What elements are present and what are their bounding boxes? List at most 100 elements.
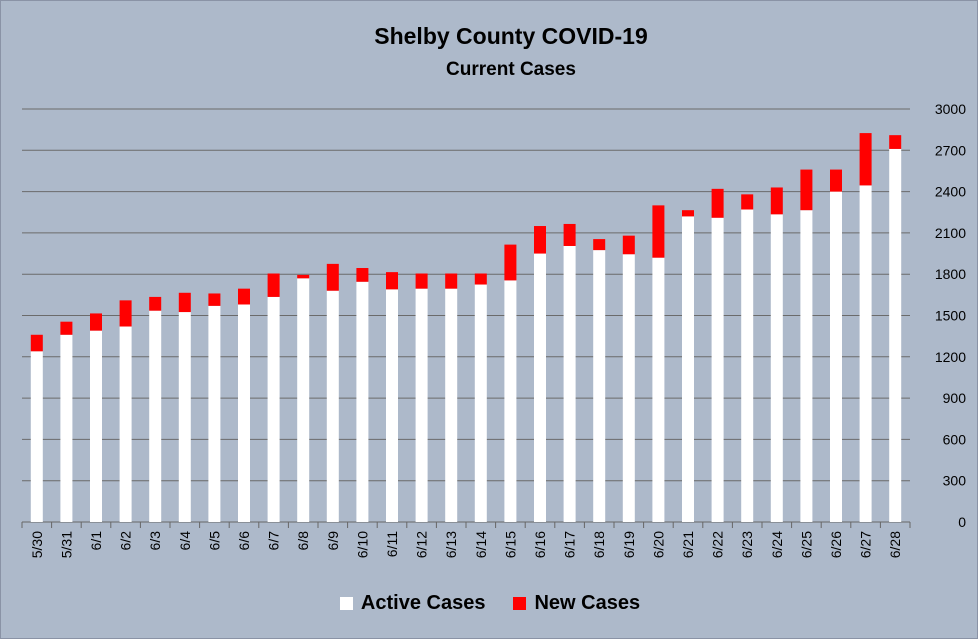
y-tick-label: 2100 bbox=[935, 225, 966, 241]
y-tick-label: 2700 bbox=[935, 142, 966, 158]
x-tick-label: 6/11 bbox=[384, 531, 400, 557]
bar-new bbox=[682, 210, 694, 217]
y-tick-label: 600 bbox=[943, 431, 967, 447]
bar-active bbox=[30, 351, 43, 522]
legend-swatch-active bbox=[339, 597, 353, 610]
bar-active bbox=[889, 148, 902, 522]
x-tick-label: 6/6 bbox=[236, 531, 252, 551]
x-tick-label: 6/8 bbox=[295, 531, 311, 551]
bar-active bbox=[534, 253, 546, 523]
x-tick-label: 6/21 bbox=[680, 531, 696, 558]
x-tick-label: 6/14 bbox=[473, 531, 489, 558]
bar-active bbox=[178, 312, 191, 522]
legend: Active Cases New Cases bbox=[1, 592, 978, 615]
bar-new bbox=[534, 226, 546, 254]
legend-label-active: Active Cases bbox=[360, 592, 486, 614]
bar-new bbox=[889, 135, 902, 149]
x-tick-label: 6/19 bbox=[621, 531, 637, 558]
bar-active bbox=[149, 310, 162, 522]
x-tick-label: 6/22 bbox=[710, 531, 726, 558]
bar-new bbox=[30, 334, 43, 352]
bar-active bbox=[563, 245, 576, 522]
bar-active bbox=[297, 278, 310, 522]
x-tick-label: 6/25 bbox=[798, 531, 814, 558]
bar-new bbox=[267, 273, 280, 297]
bar-active bbox=[474, 284, 487, 522]
bar-new bbox=[178, 292, 191, 313]
bar-active bbox=[770, 214, 783, 522]
bar-new bbox=[859, 133, 872, 186]
bar-active bbox=[356, 281, 369, 522]
x-tick-label: 6/18 bbox=[591, 531, 607, 558]
y-tick-label: 900 bbox=[943, 390, 967, 406]
chart-subtitle: Current Cases bbox=[446, 59, 576, 80]
bar-active bbox=[830, 191, 842, 522]
bar-new bbox=[830, 169, 842, 192]
bar-active bbox=[652, 257, 665, 522]
bar-new bbox=[504, 244, 517, 281]
bar-new bbox=[238, 288, 250, 305]
y-tick-label: 0 bbox=[958, 514, 966, 530]
bar-new bbox=[297, 274, 310, 279]
bar-new bbox=[445, 273, 458, 289]
bar-active bbox=[504, 280, 517, 522]
x-tick-label: 6/26 bbox=[828, 531, 844, 558]
y-tick-label: 3000 bbox=[935, 101, 966, 117]
bar-new bbox=[563, 223, 576, 246]
bar-new bbox=[326, 263, 339, 291]
bar-new bbox=[386, 272, 398, 290]
bar-active bbox=[415, 288, 428, 522]
bar-active bbox=[593, 250, 606, 522]
bar-new bbox=[474, 273, 487, 285]
x-tick-label: 6/1 bbox=[88, 531, 104, 551]
bar-new bbox=[415, 273, 428, 289]
x-tick-label: 6/24 bbox=[769, 531, 785, 558]
x-tick-label: 6/7 bbox=[266, 531, 282, 551]
bar-new bbox=[60, 321, 73, 335]
x-tick-label: 6/15 bbox=[502, 531, 518, 558]
x-tick-label: 6/28 bbox=[887, 531, 903, 558]
bar-active bbox=[208, 305, 221, 522]
x-tick-label: 6/4 bbox=[177, 531, 193, 551]
bar-active bbox=[445, 288, 458, 522]
x-tick-label: 6/9 bbox=[325, 531, 341, 551]
bar-new bbox=[652, 205, 665, 258]
x-tick-label: 6/2 bbox=[118, 531, 134, 551]
x-tick-label: 6/5 bbox=[206, 531, 222, 551]
x-tick-label: 5/30 bbox=[29, 531, 45, 558]
bar-new bbox=[119, 300, 132, 327]
x-tick-label: 6/3 bbox=[147, 531, 163, 551]
bar-active bbox=[622, 254, 635, 522]
bar-active bbox=[267, 296, 280, 522]
x-tick-label: 6/20 bbox=[650, 531, 666, 558]
bar-new bbox=[593, 239, 606, 251]
x-tick-label: 6/23 bbox=[739, 531, 755, 558]
legend-item-new: New Cases bbox=[513, 592, 640, 615]
x-tick-label: 6/10 bbox=[354, 531, 370, 558]
bar-new bbox=[90, 313, 102, 331]
x-tick-label: 6/27 bbox=[858, 531, 874, 558]
legend-item-active: Active Cases bbox=[339, 592, 486, 615]
bar-active bbox=[119, 326, 132, 522]
bar-new bbox=[208, 293, 221, 306]
bar-active bbox=[90, 330, 102, 522]
y-tick-label: 1500 bbox=[935, 308, 966, 324]
x-tick-label: 6/16 bbox=[532, 531, 548, 558]
bar-active bbox=[711, 217, 724, 523]
x-tick-label: 6/13 bbox=[443, 531, 459, 558]
bar-active bbox=[238, 304, 250, 522]
x-tick-label: 6/12 bbox=[414, 531, 430, 558]
bar-active bbox=[859, 185, 872, 522]
bar-active bbox=[326, 290, 339, 522]
chart-title: Shelby County COVID-19 bbox=[374, 23, 648, 49]
bar-new bbox=[800, 169, 813, 211]
y-tick-label: 1800 bbox=[935, 266, 966, 282]
bar-active bbox=[741, 209, 754, 522]
bar-new bbox=[741, 194, 754, 210]
legend-label-new: New Cases bbox=[534, 592, 641, 614]
bar-new bbox=[622, 235, 635, 255]
x-tick-label: 6/17 bbox=[562, 531, 578, 558]
bar-active bbox=[682, 216, 694, 522]
